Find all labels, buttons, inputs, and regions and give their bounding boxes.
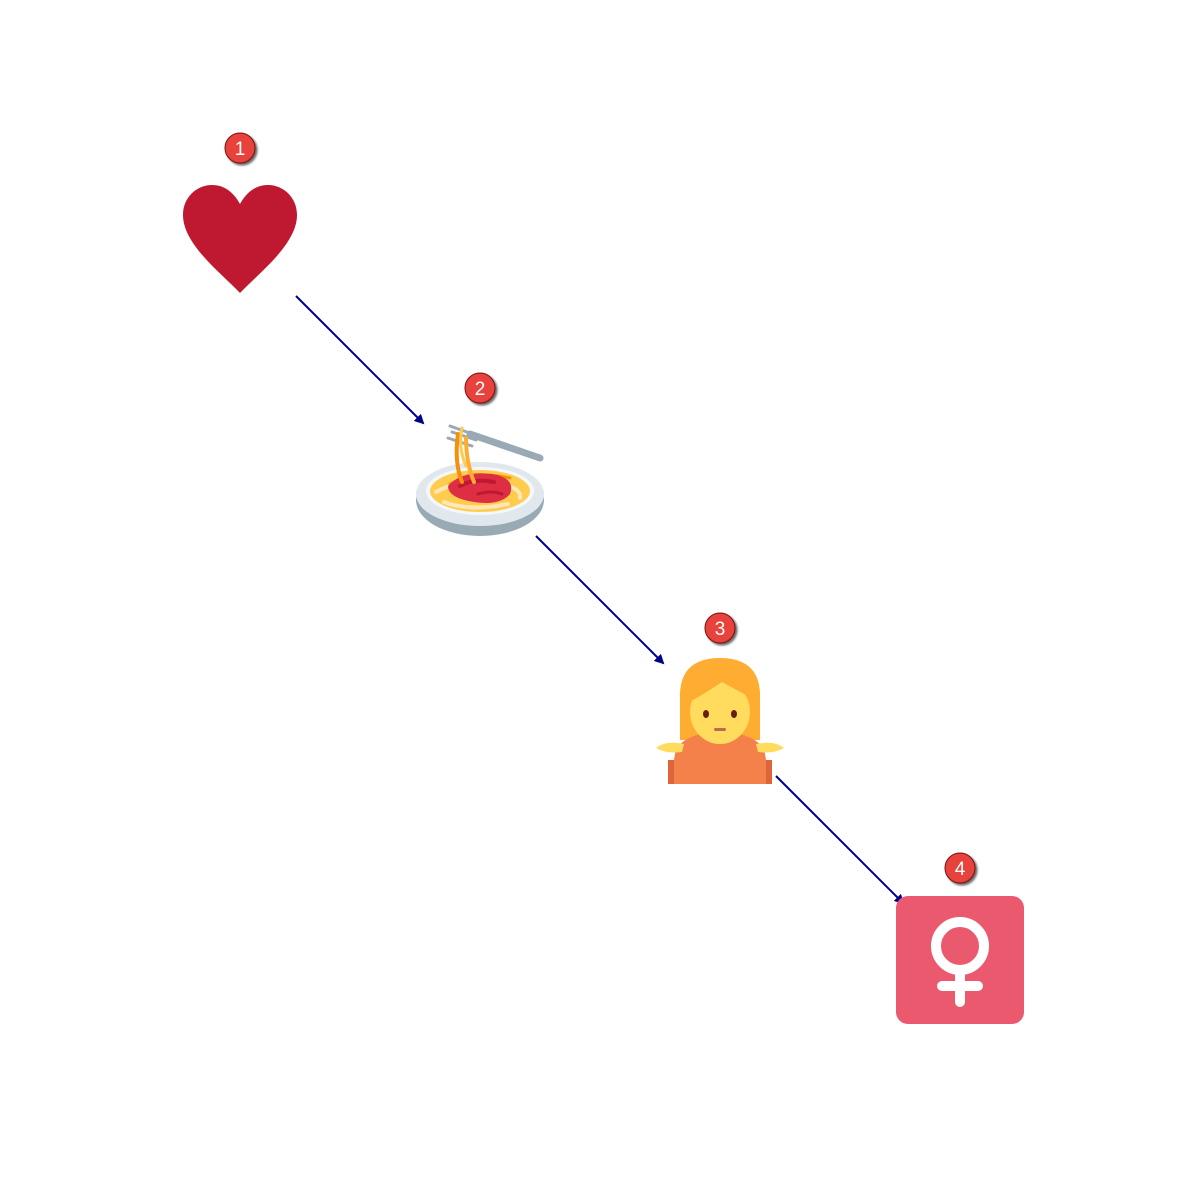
badge-1: [224, 132, 256, 164]
step-1: 1: [183, 132, 297, 293]
badge-3: [704, 612, 736, 644]
female-sign-icon: [896, 896, 1024, 1024]
heart-icon: [183, 185, 297, 293]
arrow-2-to-3: [535, 535, 665, 665]
arrow-3-to-4: [775, 775, 905, 905]
arrow-1-to-2: [295, 295, 425, 425]
person-shrugging-icon: [656, 658, 784, 784]
spaghetti-icon: [416, 424, 544, 536]
step-2: 2: [416, 372, 544, 536]
badge-3-number: 3: [715, 619, 726, 640]
badge-2-number: 2: [475, 379, 486, 400]
step-3: 3: [656, 612, 784, 784]
badge-4-number: 4: [955, 859, 966, 880]
badge-4: [944, 852, 976, 884]
badge-2: [464, 372, 496, 404]
step-4: 4: [896, 852, 1024, 1024]
badge-1-number: 1: [235, 139, 246, 160]
